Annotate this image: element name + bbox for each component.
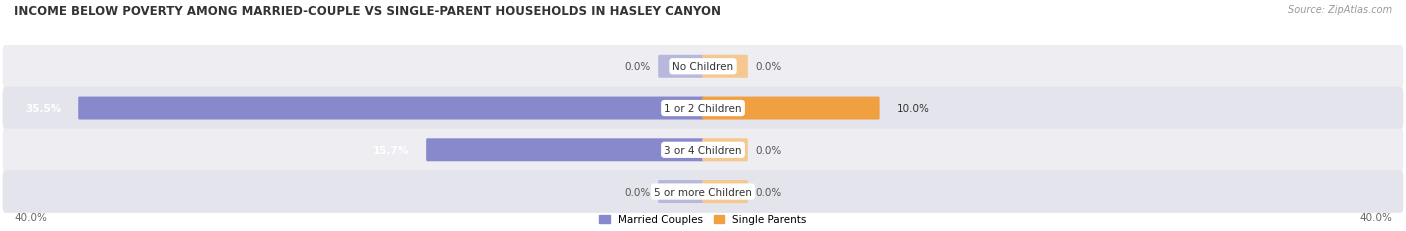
Text: 10.0%: 10.0%: [897, 103, 929, 114]
Text: 0.0%: 0.0%: [756, 62, 782, 72]
Text: 40.0%: 40.0%: [1360, 212, 1392, 222]
FancyBboxPatch shape: [702, 97, 880, 120]
Text: INCOME BELOW POVERTY AMONG MARRIED-COUPLE VS SINGLE-PARENT HOUSEHOLDS IN HASLEY : INCOME BELOW POVERTY AMONG MARRIED-COUPL…: [14, 5, 721, 18]
Text: No Children: No Children: [672, 62, 734, 72]
FancyBboxPatch shape: [426, 139, 704, 162]
Text: Source: ZipAtlas.com: Source: ZipAtlas.com: [1288, 5, 1392, 15]
Text: 0.0%: 0.0%: [756, 187, 782, 197]
FancyBboxPatch shape: [702, 55, 748, 78]
FancyBboxPatch shape: [658, 55, 704, 78]
FancyBboxPatch shape: [3, 87, 1403, 130]
FancyBboxPatch shape: [658, 180, 704, 203]
Text: 3 or 4 Children: 3 or 4 Children: [664, 145, 742, 155]
Text: 1 or 2 Children: 1 or 2 Children: [664, 103, 742, 114]
Text: 0.0%: 0.0%: [756, 145, 782, 155]
Text: 0.0%: 0.0%: [624, 62, 650, 72]
FancyBboxPatch shape: [3, 129, 1403, 171]
Text: 5 or more Children: 5 or more Children: [654, 187, 752, 197]
Text: 15.7%: 15.7%: [373, 145, 409, 155]
FancyBboxPatch shape: [702, 139, 748, 162]
FancyBboxPatch shape: [3, 46, 1403, 88]
FancyBboxPatch shape: [702, 180, 748, 203]
FancyBboxPatch shape: [79, 97, 704, 120]
Text: 40.0%: 40.0%: [14, 212, 46, 222]
Legend: Married Couples, Single Parents: Married Couples, Single Parents: [595, 210, 811, 229]
Text: 35.5%: 35.5%: [25, 103, 62, 114]
Text: 0.0%: 0.0%: [624, 187, 650, 197]
FancyBboxPatch shape: [3, 170, 1403, 213]
